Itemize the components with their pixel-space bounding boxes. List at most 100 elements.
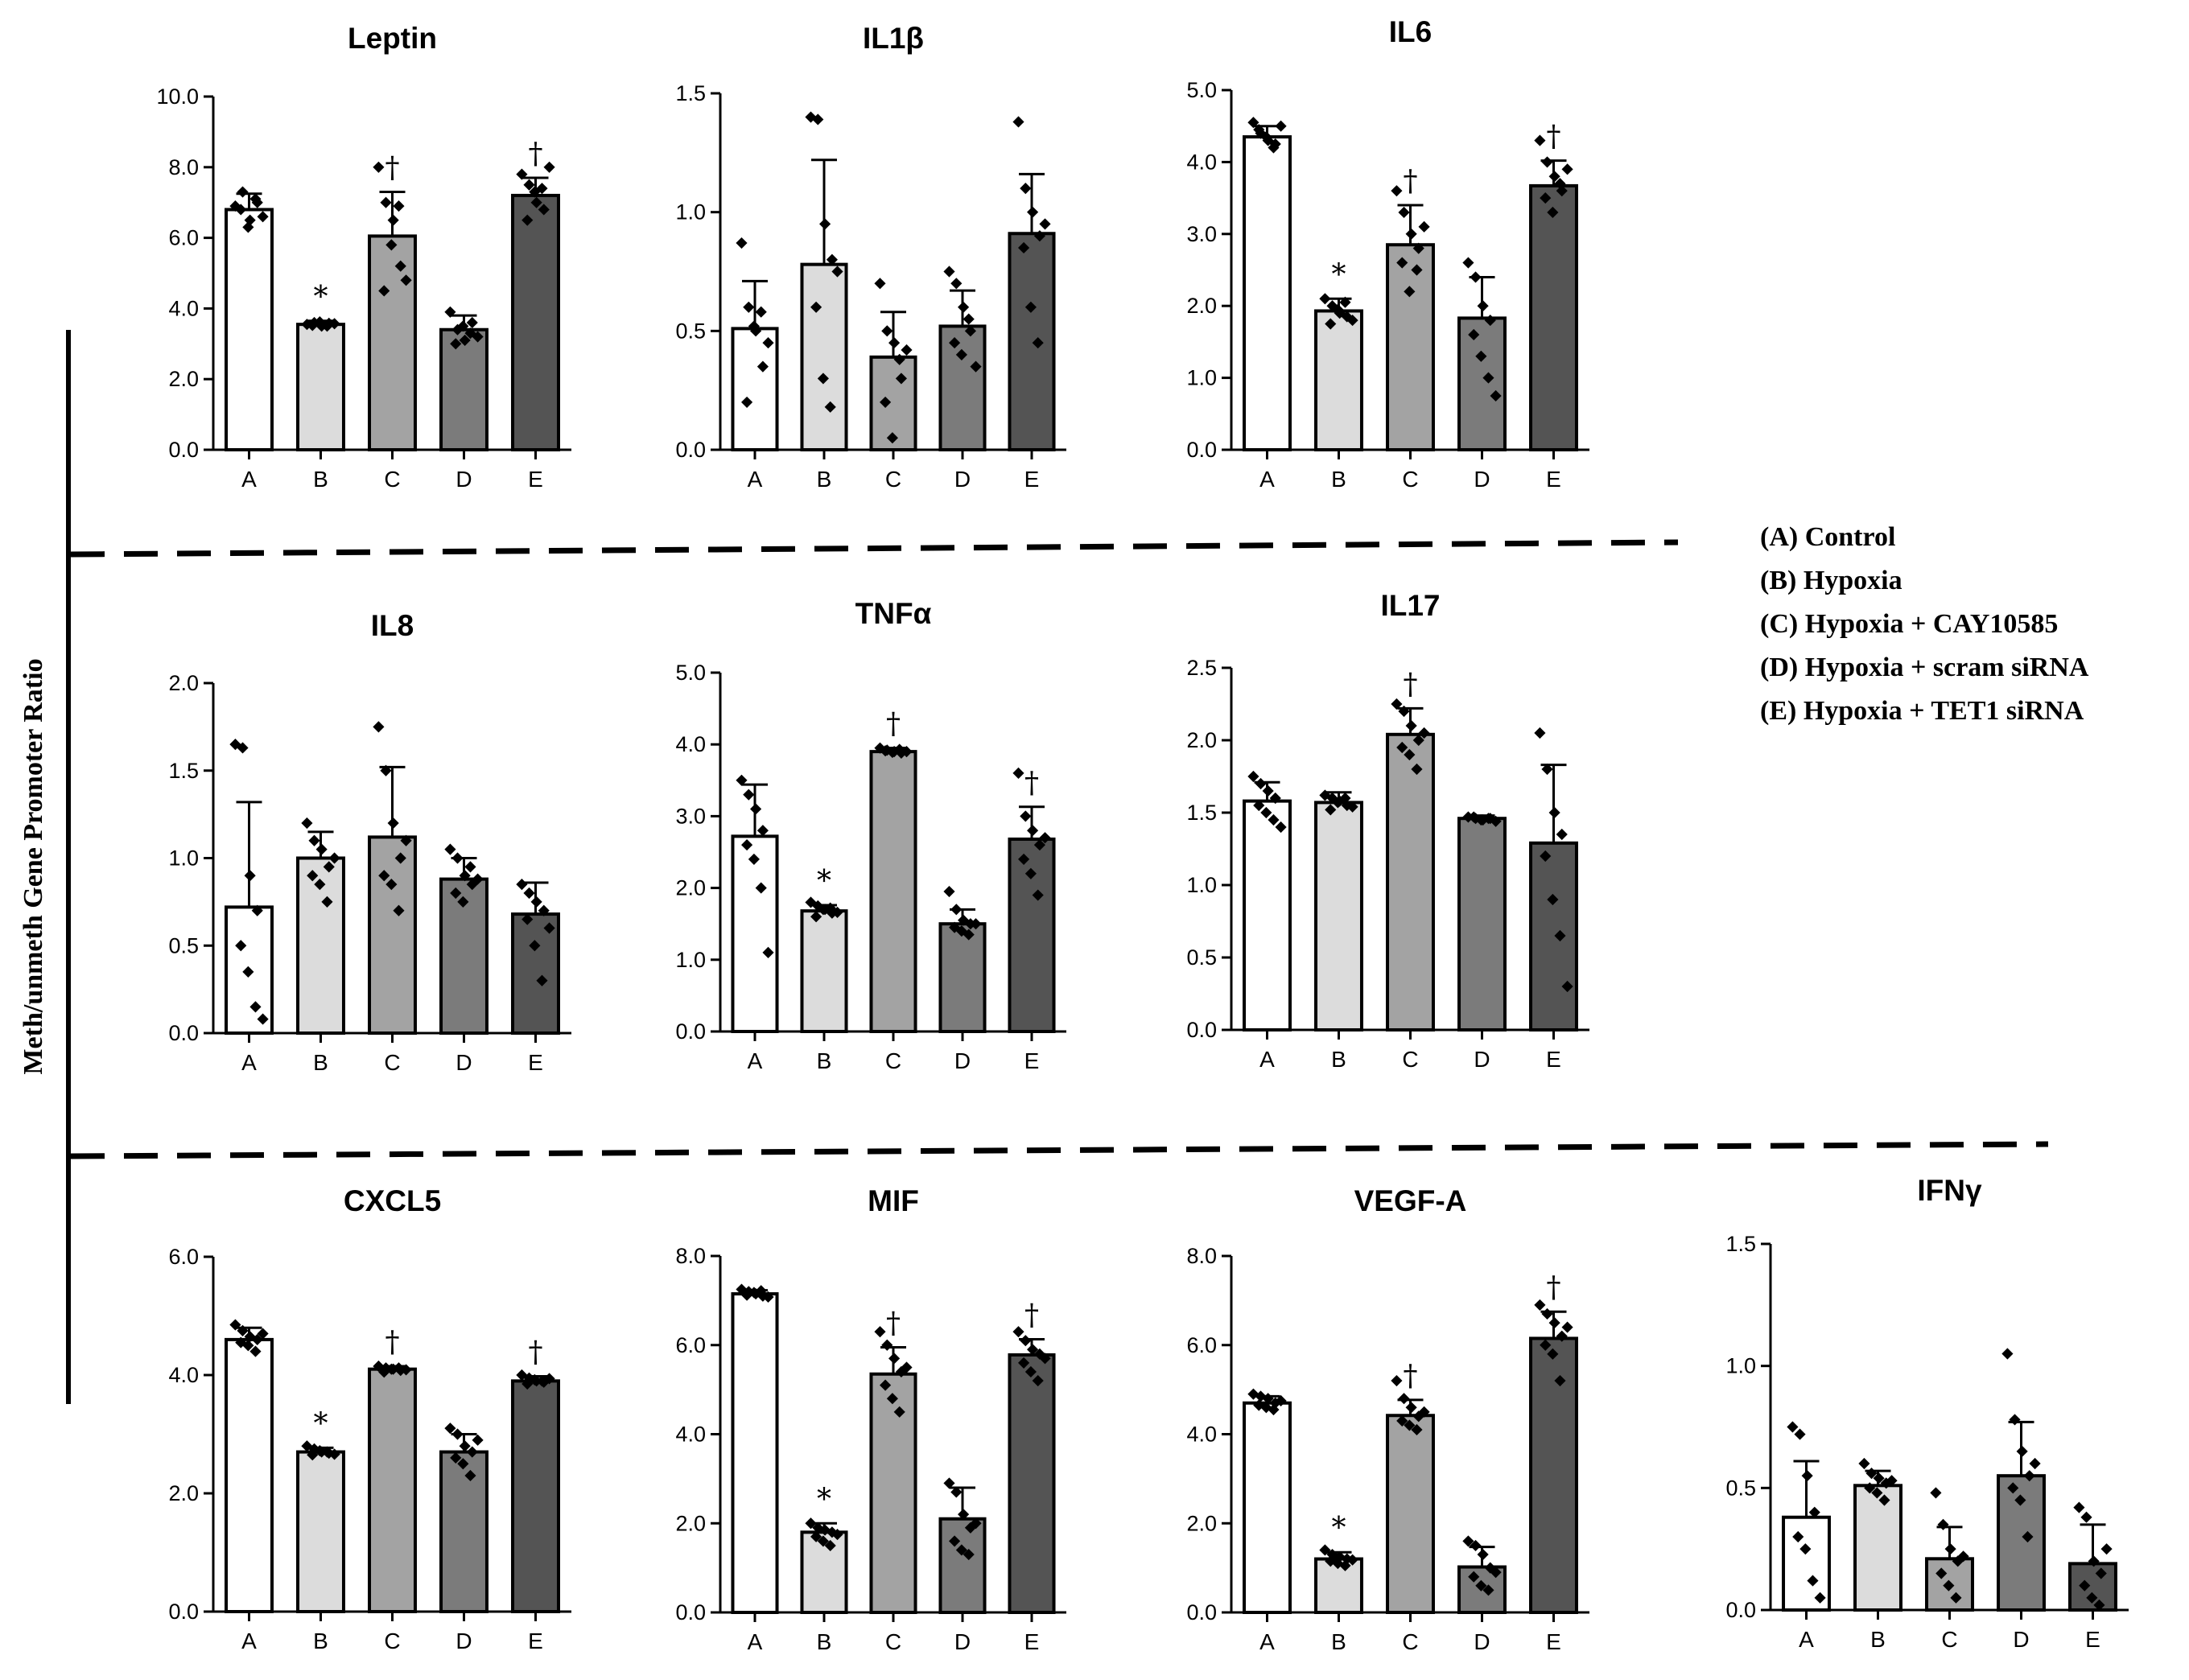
bar (1853, 1484, 1902, 1612)
data-point (472, 873, 484, 885)
data-point (523, 887, 535, 900)
x-tick-label: A (241, 1629, 257, 1653)
data-point (1547, 206, 1559, 219)
data-point (529, 940, 541, 952)
y-tick-label: 8.0 (675, 1244, 706, 1268)
data-point (1541, 156, 1553, 168)
x-tick-label: A (1799, 1627, 1814, 1652)
data-point (1039, 218, 1051, 230)
bar (1457, 817, 1507, 1031)
data-point (1024, 867, 1037, 879)
data-point (1561, 1321, 1573, 1333)
data-point (955, 348, 967, 360)
bar (1529, 1336, 1578, 1614)
significance-mark: † (1547, 121, 1561, 154)
bar (1386, 732, 1435, 1031)
bar (225, 208, 274, 451)
bar (1008, 232, 1056, 451)
legend-item-b: (B) Hypoxia (1760, 566, 1902, 595)
chart-title: VEGF-A (1354, 1184, 1467, 1217)
significance-mark: * (1332, 1512, 1346, 1545)
data-point (955, 1544, 967, 1556)
x-tick-label: B (817, 1048, 832, 1073)
bar (1243, 135, 1292, 452)
data-point (1482, 1584, 1494, 1596)
significance-mark: † (1404, 165, 1418, 198)
bar (800, 909, 848, 1034)
x-tick-label: C (384, 467, 400, 492)
y-tick-label: 4.0 (1186, 150, 1217, 174)
data-point (530, 196, 542, 208)
data-point (373, 721, 385, 733)
data-point (1858, 1457, 1870, 1470)
data-point (1262, 784, 1274, 797)
data-point (1319, 293, 1331, 305)
data-point (1346, 801, 1358, 813)
y-tick-label: 0.0 (1186, 438, 1217, 462)
data-point (536, 974, 548, 986)
data-point (2016, 1445, 2028, 1457)
data-point (1404, 286, 1416, 298)
data-point (529, 1373, 541, 1386)
data-point (237, 186, 249, 198)
data-point (901, 1361, 913, 1373)
y-tick-label: 4.0 (1186, 1423, 1217, 1447)
bar (938, 1517, 987, 1615)
data-point (1396, 257, 1408, 269)
x-tick-label: B (817, 467, 832, 492)
y-tick-label: 5.0 (675, 661, 706, 685)
data-point (943, 885, 955, 898)
data-point (373, 161, 385, 173)
data-point (1561, 980, 1573, 993)
y-tick-label: 0.0 (675, 1019, 706, 1044)
data-point (1490, 1567, 1502, 1579)
data-point (235, 940, 247, 952)
data-point (880, 396, 892, 409)
data-point (1937, 1518, 1949, 1530)
data-point (314, 316, 326, 328)
data-point (1339, 296, 1351, 308)
data-point (2073, 1501, 2085, 1513)
data-point (1556, 828, 1568, 841)
data-point (741, 396, 753, 409)
data-point (741, 839, 753, 851)
bar (296, 1450, 345, 1614)
data-point (1339, 1559, 1351, 1571)
data-point (1039, 1353, 1051, 1365)
y-tick-label: 1.5 (168, 759, 199, 783)
x-tick-label: E (1546, 1047, 1561, 1072)
data-point (472, 1434, 484, 1446)
significance-mark: † (886, 1307, 901, 1340)
data-point (748, 853, 760, 865)
data-point (963, 1548, 975, 1561)
y-tick-label: 4.0 (675, 732, 706, 756)
data-point (457, 896, 469, 908)
data-point (1012, 1326, 1024, 1338)
data-point (1541, 763, 1553, 776)
y-tick-label: 0.5 (168, 933, 199, 957)
data-point (756, 360, 769, 373)
data-point (874, 278, 886, 290)
data-point (1260, 131, 1272, 143)
data-point (1468, 1571, 1480, 1583)
data-point (963, 313, 975, 325)
data-point (762, 337, 774, 349)
data-point (736, 774, 748, 786)
chart-panels: Leptin 0.0 2.0 4.0 6.0 8.0 10.0 A B * C † D E † IL1β 0.0… (156, 15, 2129, 1654)
chart-title: TNFα (855, 597, 932, 630)
data-point (516, 168, 528, 180)
y-tick-label: 1.0 (675, 200, 706, 224)
chart-panel: Leptin 0.0 2.0 4.0 6.0 8.0 10.0 A B * C † D E † (156, 22, 571, 492)
x-tick-label: B (1331, 1047, 1346, 1072)
data-point (1396, 741, 1408, 754)
x-tick-label: B (313, 1050, 328, 1075)
y-tick-label: 6.0 (168, 226, 199, 250)
data-point (538, 904, 550, 916)
chart-panel: CXCL5 0.0 2.0 4.0 6.0 A B * C † D E † (168, 1184, 571, 1653)
data-point (1462, 257, 1474, 269)
x-tick-label: E (1546, 467, 1561, 492)
data-point (1253, 124, 1265, 136)
data-point (457, 320, 469, 332)
chart-panel: IL6 0.0 1.0 2.0 3.0 4.0 5.0 A B * C † D E † (1186, 15, 1589, 492)
data-point (1033, 230, 1045, 242)
